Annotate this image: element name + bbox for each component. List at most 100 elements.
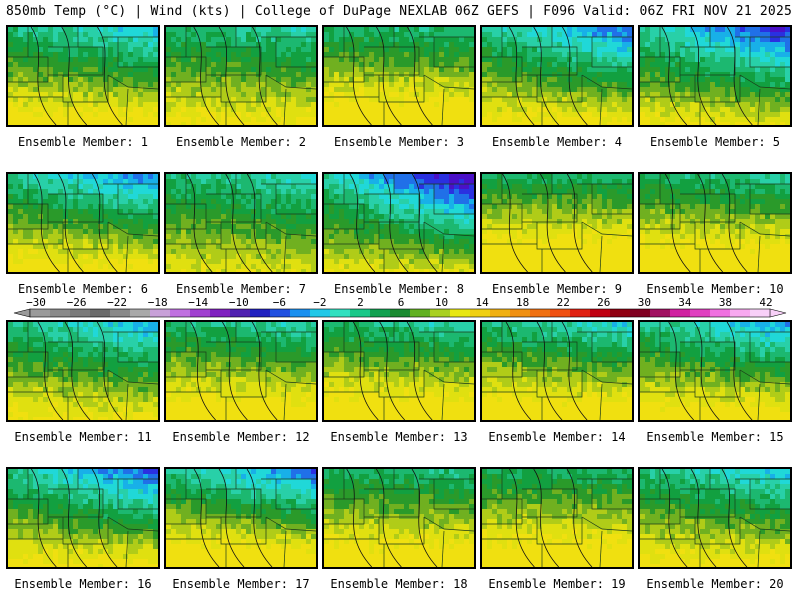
ensemble-member-label: Ensemble Member: 3	[333, 135, 465, 149]
ensemble-map-panel[interactable]	[322, 467, 476, 569]
state-boundary	[599, 383, 603, 420]
ensemble-map-panel[interactable]	[638, 25, 792, 127]
ensemble-map-panel[interactable]	[164, 467, 318, 569]
ensemble-map-panel[interactable]	[480, 172, 634, 274]
wind-contour	[406, 322, 433, 420]
colorbar-segment	[430, 309, 451, 317]
state-boundary	[433, 479, 474, 510]
state-boundary	[441, 530, 445, 567]
wind-contour	[91, 469, 118, 567]
state-boundary	[694, 75, 741, 103]
state-boundary	[599, 88, 603, 125]
state-boundary	[536, 222, 583, 250]
colorbar-segment	[730, 309, 751, 317]
colorbar-segment	[310, 309, 331, 317]
temperature-map	[482, 174, 632, 272]
temperature-map	[640, 469, 790, 567]
colorbar-segment	[270, 309, 291, 317]
wind-contour	[34, 174, 60, 272]
state-boundary	[364, 341, 420, 371]
colorbar-segment	[490, 309, 511, 317]
colorbar-tick-label: 6	[398, 296, 405, 309]
state-boundary	[694, 517, 741, 545]
colorbar-tick-label: 38	[719, 296, 732, 309]
ensemble-map-panel[interactable]	[322, 25, 476, 127]
wind-contour	[566, 469, 593, 567]
wind-contour	[664, 174, 691, 272]
wind-contour	[218, 469, 245, 567]
wind-contour	[690, 27, 717, 125]
colorbar-segment	[250, 309, 271, 317]
colorbar-tick-label: −6	[273, 296, 286, 309]
ensemble-member-label: Ensemble Member: 13	[330, 430, 468, 444]
colorbar-tick-label: 34	[678, 296, 692, 309]
ensemble-map-panel[interactable]	[6, 320, 160, 422]
temperature-map	[8, 469, 158, 567]
state-boundary	[680, 341, 736, 371]
state-boundary	[423, 74, 474, 90]
temperature-map	[482, 469, 632, 567]
colorbar-segment	[570, 309, 591, 317]
state-boundary	[591, 37, 632, 68]
colorbar-segment	[590, 309, 611, 317]
state-boundary	[62, 370, 109, 398]
ensemble-map-panel[interactable]	[322, 320, 476, 422]
ensemble-map-panel[interactable]	[164, 320, 318, 422]
wind-contour	[407, 27, 433, 125]
colorbar-segment	[230, 309, 251, 317]
state-boundary	[581, 369, 632, 385]
ensemble-map-panel[interactable]	[638, 320, 792, 422]
wind-contour	[566, 174, 593, 272]
wind-contour	[502, 174, 528, 272]
state-boundary	[117, 479, 158, 510]
ensemble-member-label: Ensemble Member: 5	[649, 135, 781, 149]
state-boundary	[522, 46, 578, 76]
ensemble-map-panel[interactable]	[480, 25, 634, 127]
colorbar-segment	[550, 309, 571, 317]
wind-contour	[61, 469, 88, 567]
ensemble-map-panel[interactable]	[322, 172, 476, 274]
ensemble-map-panel[interactable]	[6, 25, 160, 127]
state-boundary	[739, 516, 790, 532]
ensemble-member-label: Ensemble Member: 10	[646, 282, 784, 296]
temperature-map	[8, 27, 158, 125]
state-boundary	[364, 46, 420, 76]
state-boundary	[206, 488, 262, 518]
wind-contour	[562, 27, 588, 125]
state-boundary	[536, 517, 583, 545]
state-boundary	[275, 184, 316, 215]
wind-contour	[190, 322, 216, 420]
state-boundary	[749, 332, 790, 363]
colorbar-segment	[610, 309, 631, 317]
temperature-colorbar: −30 −26 −22 −18 −14 −10 −6 −2 2 6 10 14 18 22 26 30 34 38…	[13, 296, 787, 318]
wind-contour	[726, 322, 753, 420]
ensemble-map-panel[interactable]	[164, 25, 318, 127]
temperature-map	[324, 174, 474, 272]
state-boundary	[433, 184, 474, 215]
ensemble-map-panel[interactable]	[164, 172, 318, 274]
temperature-map	[324, 322, 474, 420]
state-boundary	[757, 383, 761, 420]
colorbar-segment	[450, 309, 471, 317]
colorbar-tick-label: −18	[148, 296, 168, 309]
colorbar-segment	[330, 309, 351, 317]
wind-contour	[30, 27, 57, 125]
wind-contour	[246, 174, 273, 272]
ensemble-member-label: Ensemble Member: 1	[17, 135, 149, 149]
ensemble-map-panel[interactable]	[638, 172, 792, 274]
wind-contour	[661, 27, 688, 125]
ensemble-map-panel[interactable]	[480, 320, 634, 422]
ensemble-map-panel[interactable]	[638, 467, 792, 569]
ensemble-map-panel[interactable]	[6, 467, 160, 569]
ensemble-map-panel[interactable]	[6, 172, 160, 274]
state-boundary	[62, 75, 109, 103]
wind-contour	[186, 174, 213, 272]
colorbar-segment	[750, 309, 771, 317]
colorbar-tick-label: −26	[67, 296, 87, 309]
state-boundary	[107, 221, 158, 237]
colorbar-segment	[130, 309, 151, 317]
colorbar-segment	[90, 309, 111, 317]
ensemble-map-panel[interactable]	[480, 467, 634, 569]
state-boundary	[757, 88, 761, 125]
state-boundary	[599, 235, 603, 272]
